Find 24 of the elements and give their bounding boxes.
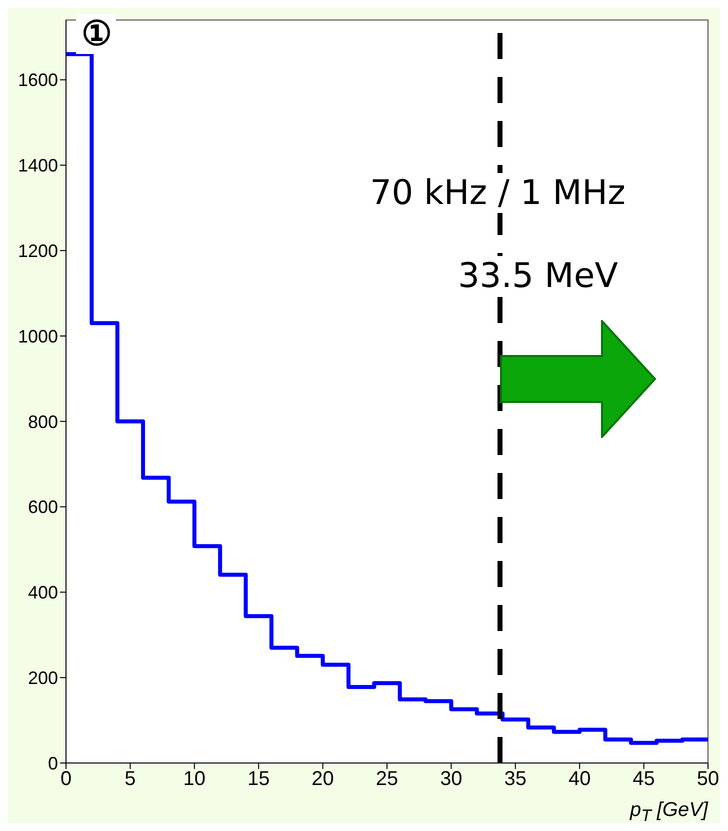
x-tick-label: 10	[183, 768, 206, 790]
y-tick-label: 1600	[18, 70, 58, 90]
y-tick-label: 400	[28, 582, 58, 603]
y-tick-label: 200	[28, 668, 58, 688]
annotation: ①	[76, 14, 116, 54]
x-tick-label: 15	[247, 768, 270, 790]
x-tick-label: 40	[568, 768, 591, 790]
x-tick-label: 5	[124, 768, 136, 790]
y-tick-label: 1000	[18, 326, 58, 346]
x-axis-title: p$_{T}$ [GeV]	[630, 799, 708, 825]
x-tick-label: 45	[632, 768, 655, 790]
y-tick-label: 1200	[18, 240, 58, 261]
y-tick-label: 800	[28, 412, 58, 432]
y-tick-label: 1400	[18, 156, 58, 176]
x-tick-label: 35	[504, 768, 527, 790]
y-tick-label: 600	[28, 497, 58, 518]
x-tick-label: 20	[312, 768, 334, 790]
x-tick-label: 0	[60, 768, 72, 790]
annotation: 33.5 MeV	[458, 256, 618, 296]
x-tick-label: 25	[376, 768, 398, 790]
x-tick-label: 50	[696, 768, 720, 790]
annotation: 70 kHz / 1 MHz	[370, 173, 626, 213]
y-tick-label: 0	[48, 753, 58, 774]
x-tick-label: 30	[440, 768, 462, 790]
